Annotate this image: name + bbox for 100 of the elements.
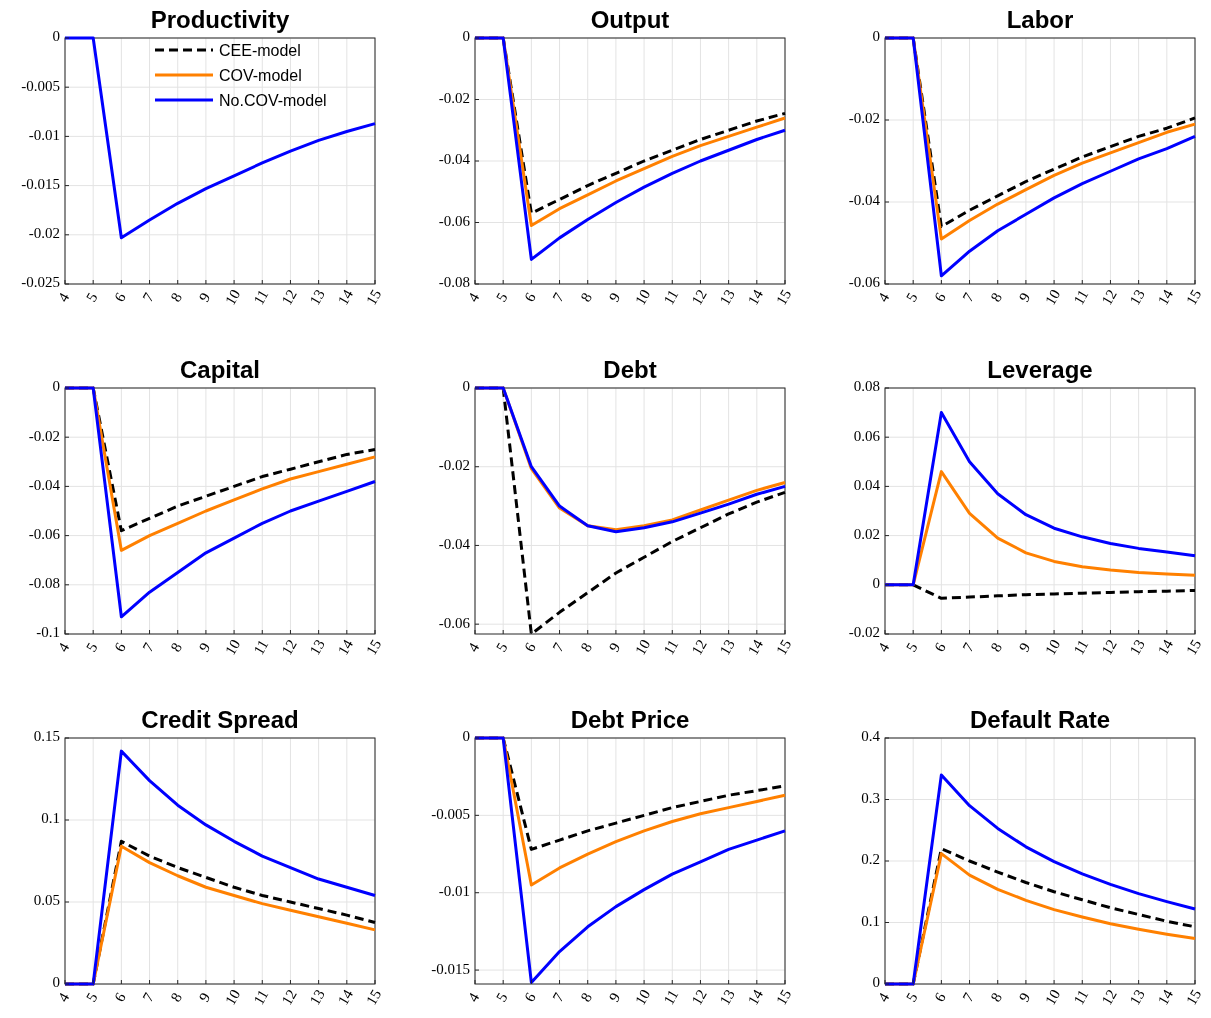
x-tick-label: 8 xyxy=(577,289,596,305)
x-tick-label: 14 xyxy=(1154,986,1177,1008)
x-tick-label: 14 xyxy=(1154,636,1177,658)
x-tick-label: 9 xyxy=(1015,639,1034,655)
x-tick-label: 8 xyxy=(987,989,1006,1005)
x-tick-label: 5 xyxy=(903,289,921,305)
y-tick-label: 0.05 xyxy=(33,892,60,909)
x-tick-label: 4 xyxy=(874,639,893,655)
y-tick-label: -0.06 xyxy=(438,212,471,229)
chart-title: Labor xyxy=(1006,6,1074,33)
y-tick-label: -0.1 xyxy=(36,624,60,641)
y-tick-label: 0.04 xyxy=(853,476,881,493)
y-tick-label: 0.2 xyxy=(861,851,880,868)
x-tick-label: 14 xyxy=(744,986,767,1008)
x-tick-label: 13 xyxy=(1126,286,1148,308)
y-tick-label: -0.02 xyxy=(28,427,60,444)
x-tick-label: 13 xyxy=(306,286,328,308)
x-tick-label: 11 xyxy=(250,986,272,1008)
x-tick-label: 10 xyxy=(632,986,654,1008)
x-tick-label: 6 xyxy=(111,289,130,305)
x-tick-label: 11 xyxy=(1070,986,1092,1008)
x-tick-label: 7 xyxy=(959,639,978,655)
x-tick-label: 15 xyxy=(362,286,385,308)
y-tick-label: -0.025 xyxy=(21,274,60,291)
x-tick-label: 11 xyxy=(660,636,682,658)
y-tick-label: -0.02 xyxy=(848,624,880,641)
y-tick-label: 0.08 xyxy=(853,378,880,395)
x-tick-label: 9 xyxy=(195,639,214,655)
y-tick-label: -0.06 xyxy=(438,614,471,631)
x-tick-label: 15 xyxy=(772,286,795,308)
x-tick-label: 10 xyxy=(222,986,244,1008)
chart-title: Debt Price xyxy=(570,706,690,733)
x-tick-label: 12 xyxy=(1098,636,1120,658)
y-tick-label: -0.005 xyxy=(431,805,470,822)
y-tick-label: 0 xyxy=(52,974,60,991)
x-tick-label: 6 xyxy=(111,989,130,1005)
x-tick-label: 10 xyxy=(1042,986,1064,1008)
x-tick-label: 5 xyxy=(83,989,101,1005)
x-tick-label: 8 xyxy=(987,289,1006,305)
x-tick-label: 4 xyxy=(464,639,483,655)
x-tick-label: 9 xyxy=(605,639,624,655)
x-tick-label: 5 xyxy=(493,639,511,655)
x-tick-label: 6 xyxy=(931,989,950,1005)
x-tick-label: 6 xyxy=(931,639,950,655)
x-tick-label: 13 xyxy=(1126,986,1148,1008)
x-tick-label: 12 xyxy=(278,986,300,1008)
x-tick-label: 10 xyxy=(1042,286,1064,308)
x-tick-label: 15 xyxy=(1182,636,1205,658)
y-tick-label: -0.04 xyxy=(438,535,471,552)
y-tick-label: 0.1 xyxy=(861,912,880,929)
x-tick-label: 13 xyxy=(716,986,738,1008)
chart-title: Output xyxy=(590,6,670,33)
y-tick-label: 0.02 xyxy=(853,526,880,543)
legend-label: COV-model xyxy=(219,67,302,84)
x-tick-label: 6 xyxy=(521,639,540,655)
x-tick-label: 7 xyxy=(549,289,568,305)
x-tick-label: 7 xyxy=(959,289,978,305)
x-tick-label: 12 xyxy=(278,636,300,658)
x-tick-label: 13 xyxy=(306,986,328,1008)
x-tick-label: 13 xyxy=(306,636,328,658)
y-tick-label: 0 xyxy=(462,728,470,745)
x-tick-label: 4 xyxy=(54,989,73,1005)
x-tick-label: 10 xyxy=(632,286,654,308)
x-tick-label: 15 xyxy=(362,636,385,658)
x-tick-label: 7 xyxy=(139,289,158,305)
x-tick-label: 8 xyxy=(167,989,186,1005)
x-tick-label: 12 xyxy=(688,286,710,308)
y-tick-label: -0.08 xyxy=(438,274,470,291)
x-tick-label: 6 xyxy=(931,289,950,305)
y-tick-label: 0 xyxy=(872,575,880,592)
legend-label: No.COV-model xyxy=(219,92,327,109)
chart-title: Capital xyxy=(179,356,261,383)
x-tick-label: 7 xyxy=(959,989,978,1005)
x-tick-label: 15 xyxy=(772,986,795,1008)
x-tick-label: 5 xyxy=(903,639,921,655)
x-tick-label: 7 xyxy=(139,989,158,1005)
x-tick-label: 14 xyxy=(334,986,357,1008)
legend-label: CEE-model xyxy=(219,42,301,59)
y-tick-label: -0.02 xyxy=(438,89,470,106)
x-tick-label: 8 xyxy=(167,289,186,305)
x-tick-label: 15 xyxy=(362,986,385,1008)
x-tick-label: 13 xyxy=(716,286,738,308)
y-tick-label: -0.06 xyxy=(848,274,881,291)
chart-title: Leverage xyxy=(987,356,1093,383)
x-tick-label: 5 xyxy=(83,639,101,655)
x-tick-label: 11 xyxy=(660,986,682,1008)
x-tick-label: 14 xyxy=(744,286,767,308)
x-tick-label: 15 xyxy=(772,636,795,658)
x-tick-label: 6 xyxy=(521,989,540,1005)
chart-title: Credit Spread xyxy=(141,706,299,733)
x-tick-label: 8 xyxy=(577,989,596,1005)
y-tick-label: -0.01 xyxy=(438,883,470,900)
y-tick-label: 0.06 xyxy=(853,427,881,444)
x-tick-label: 10 xyxy=(632,636,654,658)
x-tick-label: 5 xyxy=(903,989,921,1005)
x-tick-label: 12 xyxy=(1098,986,1120,1008)
chart-title: Debt xyxy=(603,356,657,383)
x-tick-label: 14 xyxy=(1154,286,1177,308)
x-tick-label: 11 xyxy=(660,286,682,308)
y-tick-label: -0.01 xyxy=(28,126,60,143)
